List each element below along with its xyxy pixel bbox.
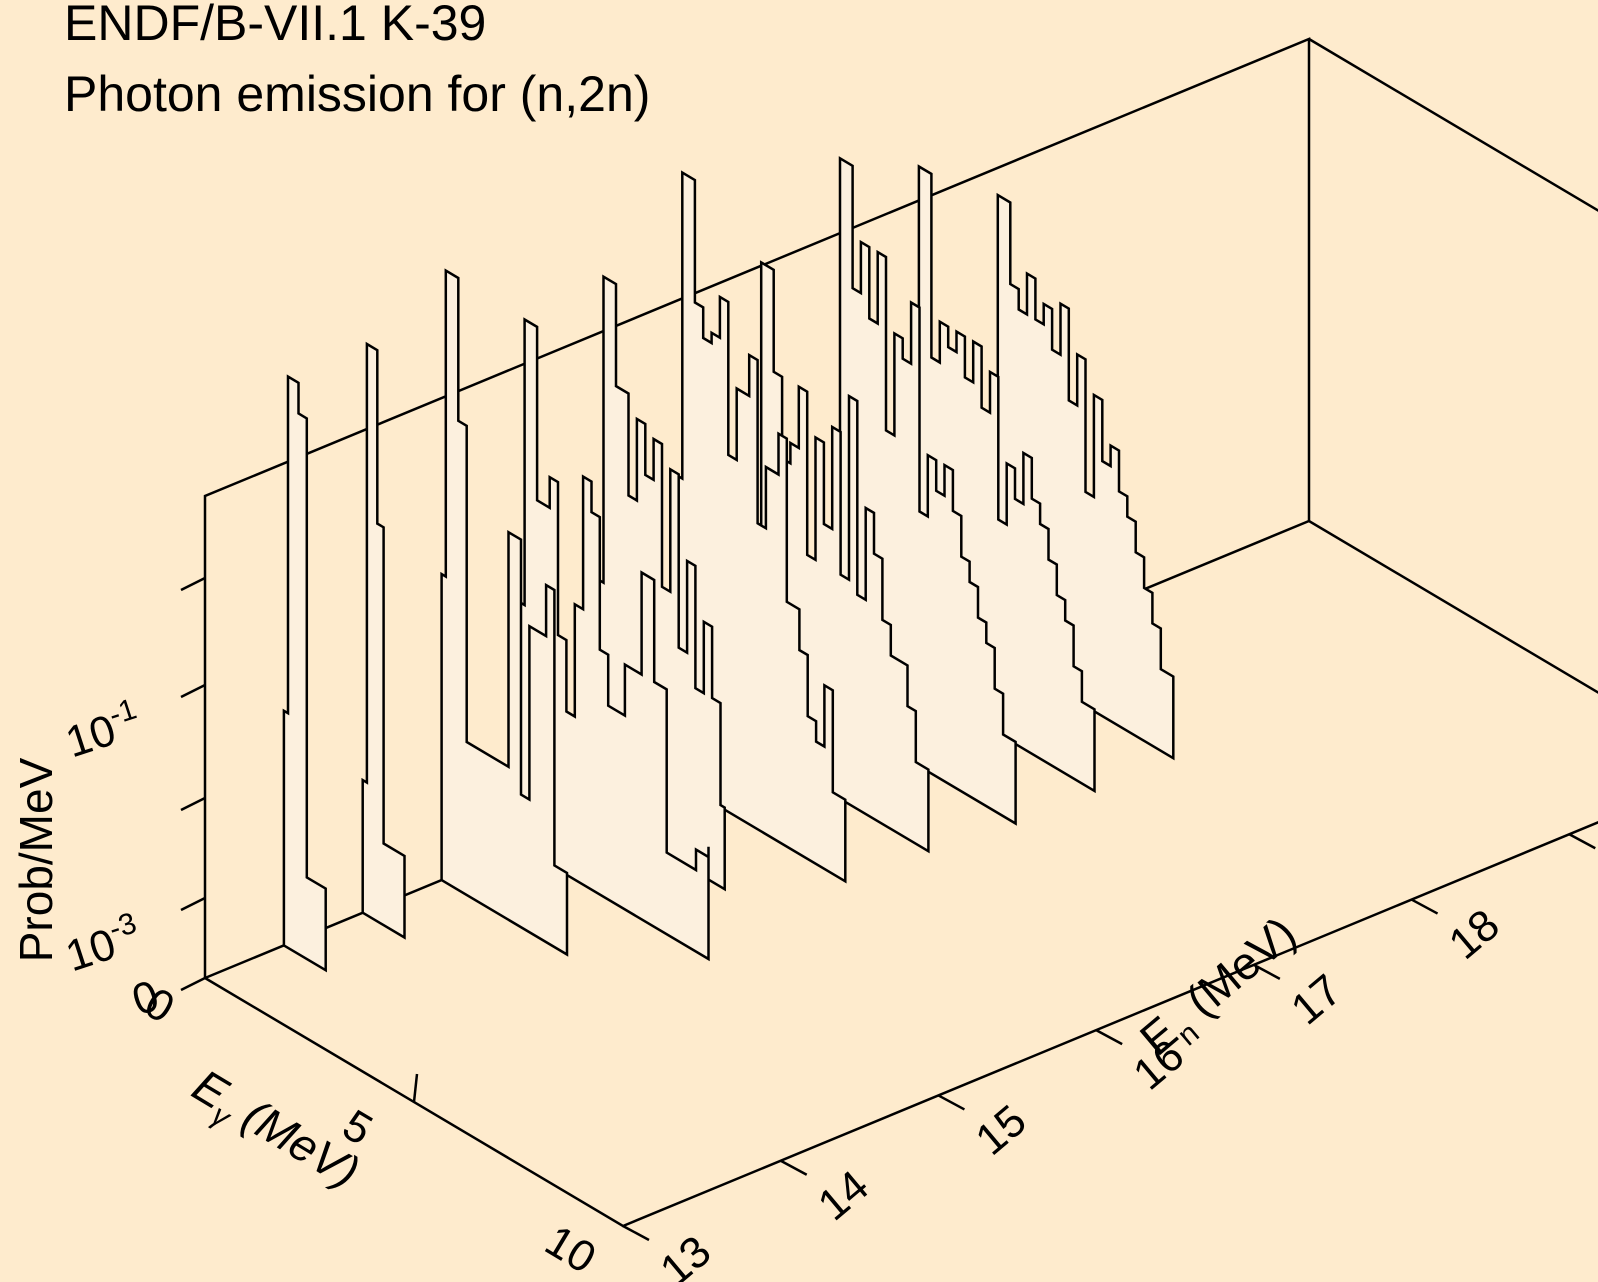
back-wall-right (1308, 37, 1598, 212)
y-axis-label: En (MeV) (1130, 906, 1311, 1072)
y-tick (780, 1159, 808, 1176)
spectrum-En-15 (519, 317, 710, 962)
spectrum-En-14.5 (440, 268, 569, 957)
spectrum-En-14 (361, 341, 406, 940)
chart-title-line-2: Photon emission for (n,2n) (64, 66, 650, 122)
spectrum-histogram (361, 341, 406, 940)
z-tick (180, 896, 206, 912)
y-tick-label: 18 (1440, 900, 1509, 969)
z-tick (180, 683, 206, 699)
z-tick-label: 10-3 (58, 906, 147, 981)
spectrum-histogram (519, 317, 710, 962)
y-tick-label: 17 (1282, 965, 1351, 1034)
y-tick-label: 13 (651, 1226, 720, 1282)
chart-title: ENDF/B-VII.1 K-39 Photon emission for (n… (64, 0, 650, 122)
x-tick-label: 10 (537, 1216, 604, 1282)
spectra-group (282, 156, 1175, 973)
z-tick (180, 796, 206, 812)
y-tick (1410, 898, 1439, 915)
back-wall-left (203, 37, 1311, 978)
x-tick (412, 1073, 419, 1103)
spectrum-histogram (440, 268, 569, 957)
chart-title-line-1: ENDF/B-VII.1 K-39 (64, 0, 486, 51)
spectrum-En-13.5 (282, 374, 327, 973)
z-axis-label: Prob/MeV (10, 757, 62, 962)
y-tick-label: 15 (967, 1096, 1036, 1165)
z-tick (180, 576, 206, 592)
y-tick (937, 1094, 966, 1111)
y-tick (1253, 963, 1281, 980)
y-tick (1568, 833, 1596, 850)
y-tick-label: 14 (809, 1161, 878, 1230)
z-tick-label: 10-1 (58, 692, 147, 767)
floor-front-edges (204, 821, 1598, 1228)
axis-ticks (180, 576, 1596, 1242)
spectrum-histogram (282, 374, 327, 973)
y-tick (1095, 1029, 1123, 1046)
y-tick (622, 1224, 650, 1242)
z-tick (180, 976, 206, 992)
